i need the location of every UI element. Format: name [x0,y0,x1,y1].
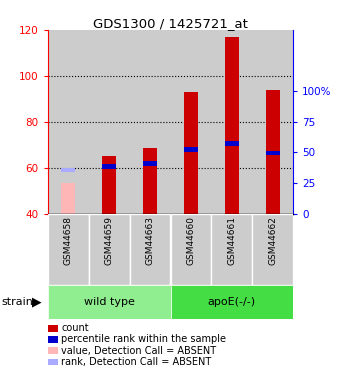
Bar [102,164,116,169]
Text: count: count [61,323,89,333]
Text: strain: strain [2,297,33,307]
Bar [102,156,116,214]
Bar [89,30,130,214]
Bar [143,161,157,165]
Text: GSM44661: GSM44661 [227,216,236,265]
Bar [266,90,280,214]
Bar [252,30,293,214]
Bar [130,30,170,214]
Bar [252,214,293,285]
Text: ▶: ▶ [32,296,41,308]
Bar [266,151,280,155]
Bar [48,214,89,285]
Bar [225,141,239,146]
Text: GSM44663: GSM44663 [146,216,154,265]
Bar [89,214,130,285]
Bar [225,37,239,214]
Bar [143,148,157,214]
Text: rank, Detection Call = ABSENT: rank, Detection Call = ABSENT [61,357,212,367]
Bar [184,147,198,152]
Bar [61,183,75,214]
Bar [48,285,170,319]
Bar [211,214,252,285]
Bar [170,285,293,319]
Bar [211,30,252,214]
Text: GSM44660: GSM44660 [187,216,195,265]
Text: apoE(-/-): apoE(-/-) [208,297,256,307]
Bar [61,168,75,172]
Text: value, Detection Call = ABSENT: value, Detection Call = ABSENT [61,346,217,355]
Text: percentile rank within the sample: percentile rank within the sample [61,334,226,344]
Bar [48,30,89,214]
Bar [184,92,198,214]
Text: GDS1300 / 1425721_at: GDS1300 / 1425721_at [93,17,248,30]
Text: wild type: wild type [84,297,135,307]
Bar [170,30,211,214]
Text: GSM44658: GSM44658 [64,216,73,265]
Bar [130,214,170,285]
Bar [170,214,211,285]
Text: GSM44662: GSM44662 [268,216,277,265]
Text: GSM44659: GSM44659 [105,216,114,265]
